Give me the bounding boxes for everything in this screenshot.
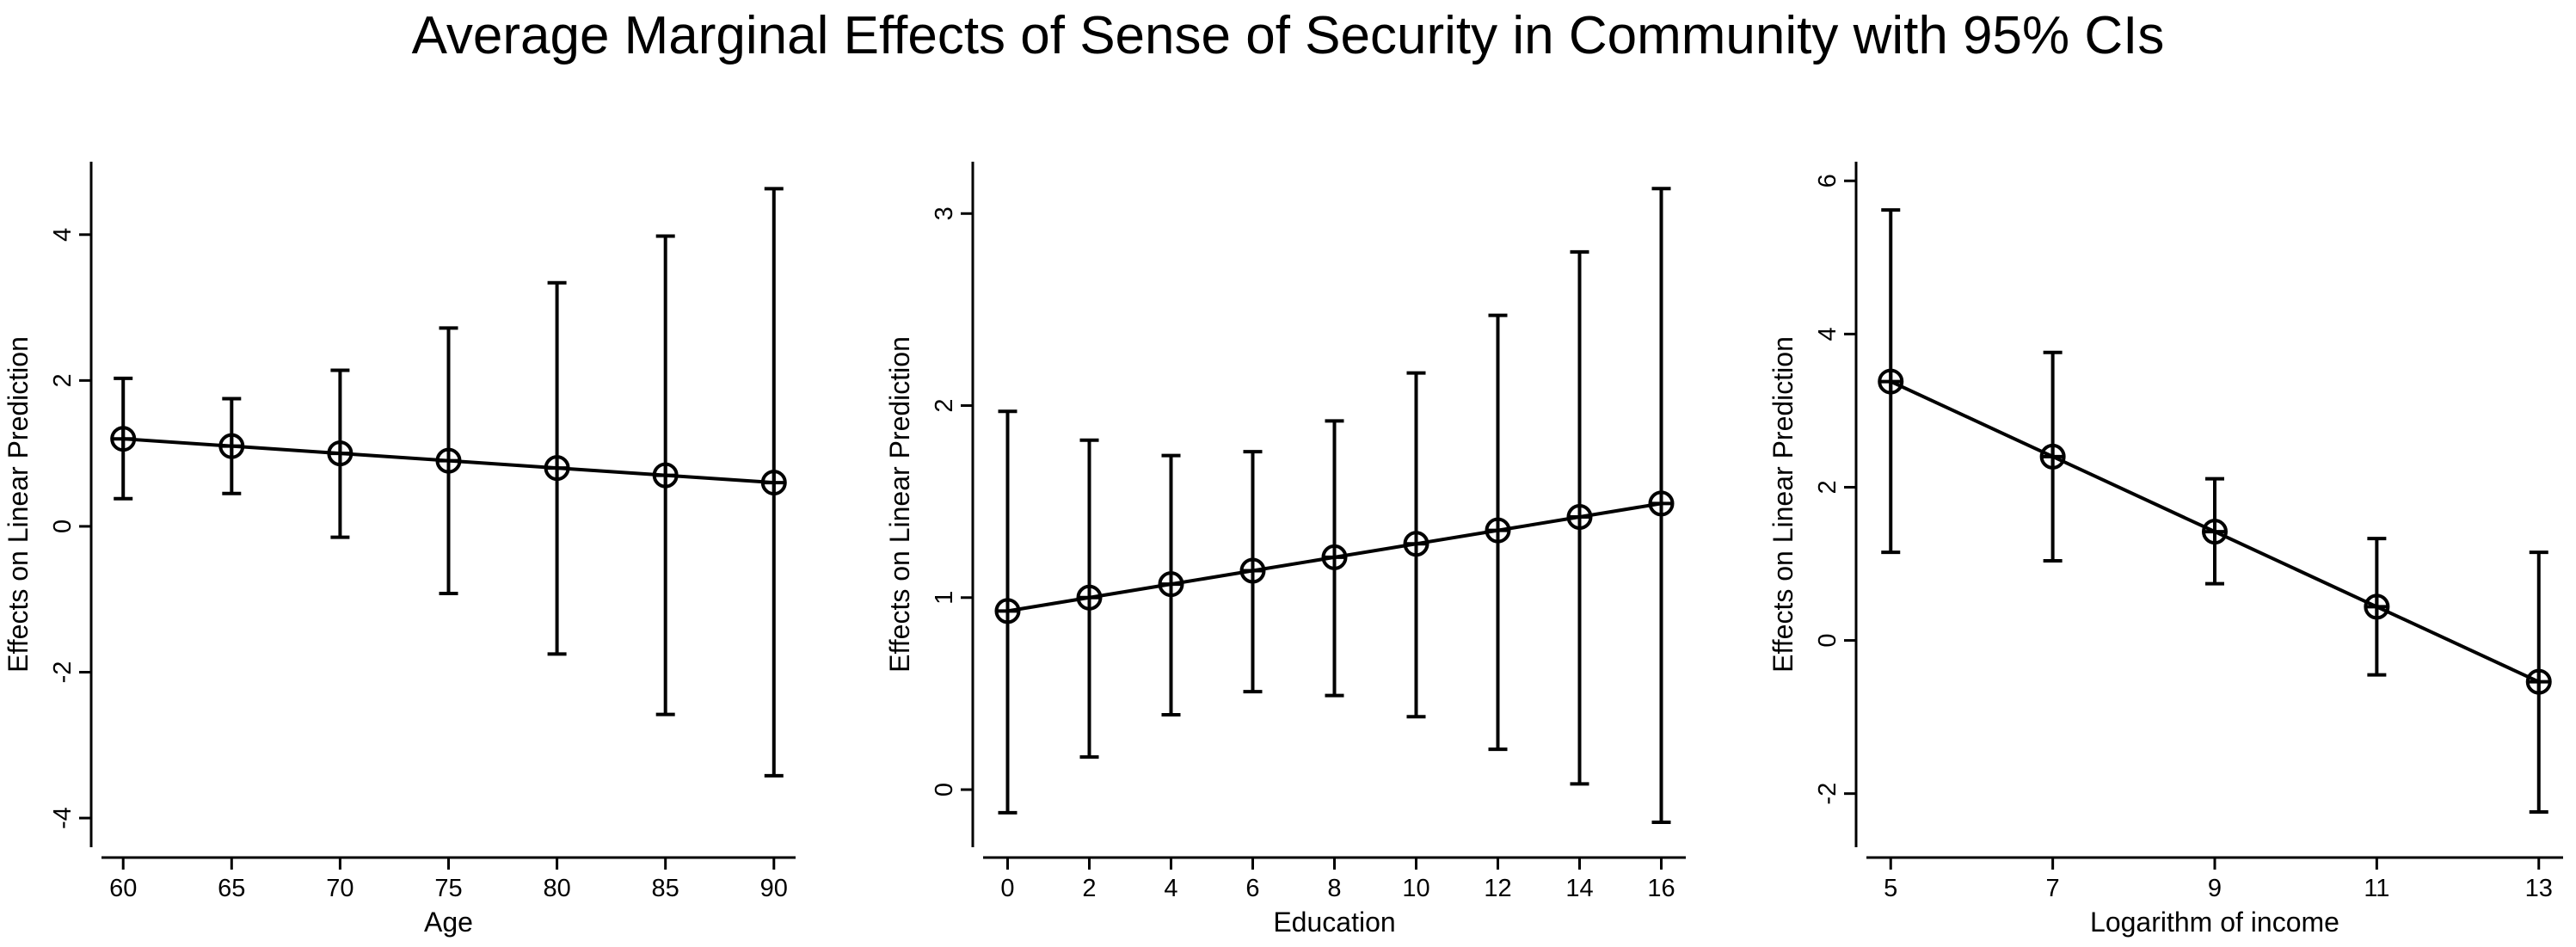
x-tick-label: 11 — [2364, 875, 2389, 902]
chart-panel-1: -4 -2 0 2 4 60 65 70 75 80 85 90 Age Effects on Linea… — [3, 162, 796, 938]
x-tick-label: 9 — [2208, 875, 2222, 902]
x-tick-label: 14 — [1565, 875, 1593, 902]
x-tick-label: 85 — [652, 875, 679, 902]
x-tick-label: 65 — [218, 875, 245, 902]
x-tick-label: 75 — [434, 875, 462, 902]
x-tick-label: 10 — [1402, 875, 1429, 902]
x-tick-label: 12 — [1484, 875, 1511, 902]
y-tick-label: 3 — [931, 206, 958, 220]
y-axis-label: Effects on Linear Prediction — [3, 336, 34, 673]
y-tick-label: 4 — [1814, 327, 1841, 341]
x-tick-label: 4 — [1164, 875, 1177, 902]
y-tick-label: 4 — [49, 228, 77, 242]
y-tick-label: -4 — [49, 807, 77, 829]
x-tick-label: 5 — [1884, 875, 1897, 902]
y-tick-label: 2 — [1814, 480, 1841, 494]
x-axis-label: Age — [424, 907, 473, 938]
y-tick-label: 0 — [49, 520, 77, 533]
y-tick-label: 0 — [931, 783, 958, 796]
y-tick-label: 2 — [49, 373, 77, 387]
x-tick-label: 13 — [2525, 875, 2553, 902]
x-tick-label: 6 — [1245, 875, 1259, 902]
x-axis-label: Logarithm of income — [2090, 907, 2339, 938]
x-tick-label: 8 — [1327, 875, 1341, 902]
x-tick-label: 0 — [1000, 875, 1014, 902]
x-tick-label: 7 — [2046, 875, 2060, 902]
y-tick-label: -2 — [49, 661, 77, 684]
x-tick-label: 60 — [109, 875, 137, 902]
x-tick-label: 16 — [1647, 875, 1675, 902]
x-tick-label: 80 — [543, 875, 570, 902]
y-tick-label: 6 — [1814, 174, 1841, 188]
y-axis-label: Effects on Linear Prediction — [884, 336, 915, 673]
y-tick-label: 2 — [931, 398, 958, 412]
x-tick-label: 90 — [760, 875, 788, 902]
x-axis-label: Education — [1273, 907, 1395, 938]
y-tick-label: 1 — [931, 591, 958, 605]
y-tick-label: -2 — [1814, 783, 1841, 805]
y-axis-label: Effects on Linear Prediction — [1768, 336, 1798, 673]
chart-title: Average Marginal Effects of Sense of Sec… — [411, 6, 2165, 65]
chart-panel-3: -2 0 2 4 6 5 7 9 11 13 Logarithm of income Effects … — [1768, 162, 2563, 938]
x-tick-label: 70 — [326, 875, 354, 902]
x-tick-label: 2 — [1082, 875, 1096, 902]
y-tick-label: 0 — [1814, 633, 1841, 647]
